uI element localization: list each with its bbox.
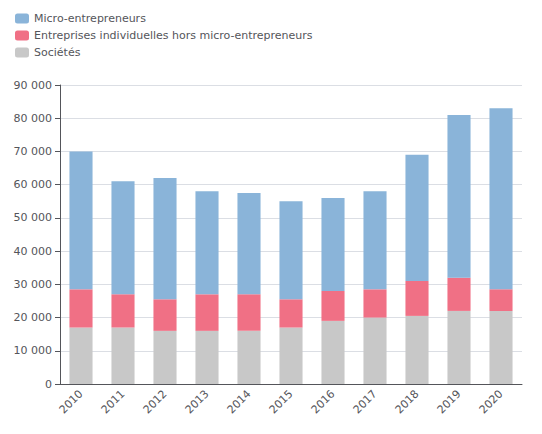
svg-text:2010: 2010 (57, 387, 86, 416)
svg-text:2016: 2016 (309, 387, 338, 416)
svg-text:70 000: 70 000 (14, 145, 53, 158)
svg-text:2014: 2014 (225, 387, 254, 416)
svg-text:Entreprises individuelles hors: Entreprises individuelles hors micro-ent… (34, 29, 313, 42)
svg-text:2011: 2011 (99, 387, 128, 416)
svg-text:Micro-entrepreneurs: Micro-entrepreneurs (34, 12, 146, 25)
svg-text:2018: 2018 (393, 387, 422, 416)
svg-text:2020: 2020 (477, 387, 506, 416)
svg-text:20 000: 20 000 (14, 311, 53, 324)
svg-text:50 000: 50 000 (14, 211, 53, 224)
svg-text:10 000: 10 000 (14, 344, 53, 357)
svg-text:90 000: 90 000 (14, 79, 53, 92)
svg-text:60 000: 60 000 (14, 178, 53, 191)
svg-text:40 000: 40 000 (14, 245, 53, 258)
svg-text:2013: 2013 (183, 387, 212, 416)
svg-text:Sociétés: Sociétés (34, 46, 81, 59)
svg-text:30 000: 30 000 (14, 278, 53, 291)
svg-text:2015: 2015 (267, 387, 296, 416)
svg-text:2017: 2017 (351, 387, 380, 416)
svg-text:80 000: 80 000 (14, 112, 53, 125)
svg-text:2019: 2019 (435, 387, 464, 416)
svg-text:2012: 2012 (141, 387, 170, 416)
svg-text:0: 0 (45, 378, 52, 391)
